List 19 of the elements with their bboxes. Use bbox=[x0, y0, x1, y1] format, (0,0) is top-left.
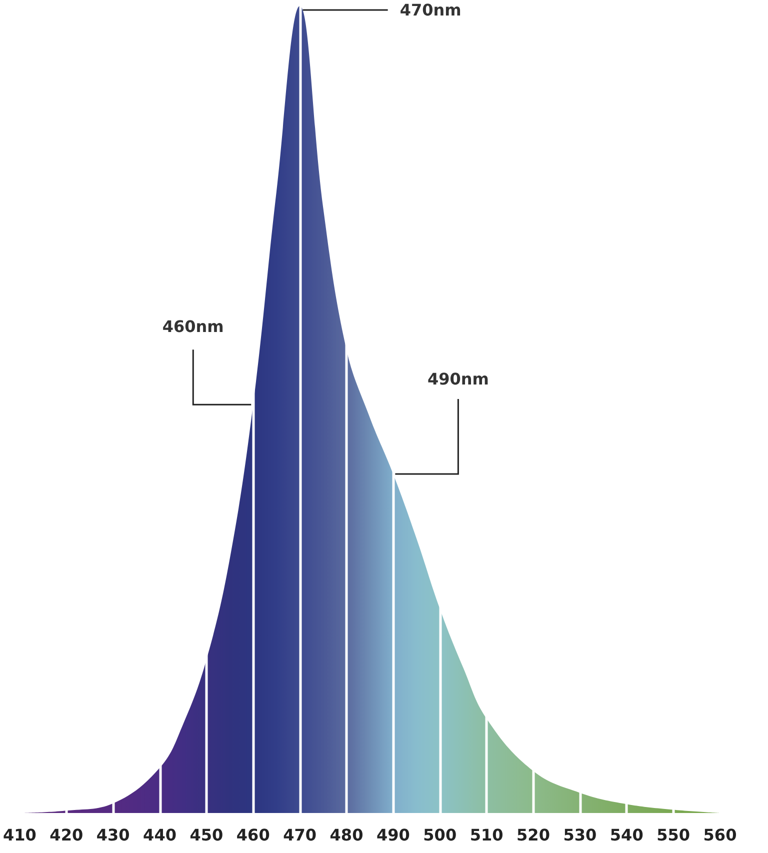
x-tick-label: 510 bbox=[470, 826, 504, 844]
x-tick-label: 420 bbox=[50, 826, 84, 844]
x-tick-label: 480 bbox=[330, 826, 364, 844]
x-tick-label: 560 bbox=[703, 826, 737, 844]
annotation: 460nm bbox=[162, 317, 224, 336]
x-tick-label: 540 bbox=[610, 826, 644, 844]
x-tick-label: 550 bbox=[656, 826, 690, 844]
x-tick-label: 490 bbox=[376, 826, 410, 844]
x-tick-label: 440 bbox=[143, 826, 176, 844]
x-tick-label: 500 bbox=[423, 826, 457, 844]
x-tick-label: 520 bbox=[516, 826, 550, 844]
x-tick-label: 470 bbox=[283, 826, 317, 844]
x-tick-label: 450 bbox=[190, 826, 224, 844]
annotation: 470nm bbox=[400, 0, 462, 20]
annotation: 490nm bbox=[427, 370, 489, 389]
x-tick-label: 530 bbox=[563, 826, 597, 844]
x-tick-label: 430 bbox=[96, 826, 130, 844]
x-tick-label: 410 bbox=[2, 826, 36, 844]
x-tick-label: 460 bbox=[236, 826, 270, 844]
